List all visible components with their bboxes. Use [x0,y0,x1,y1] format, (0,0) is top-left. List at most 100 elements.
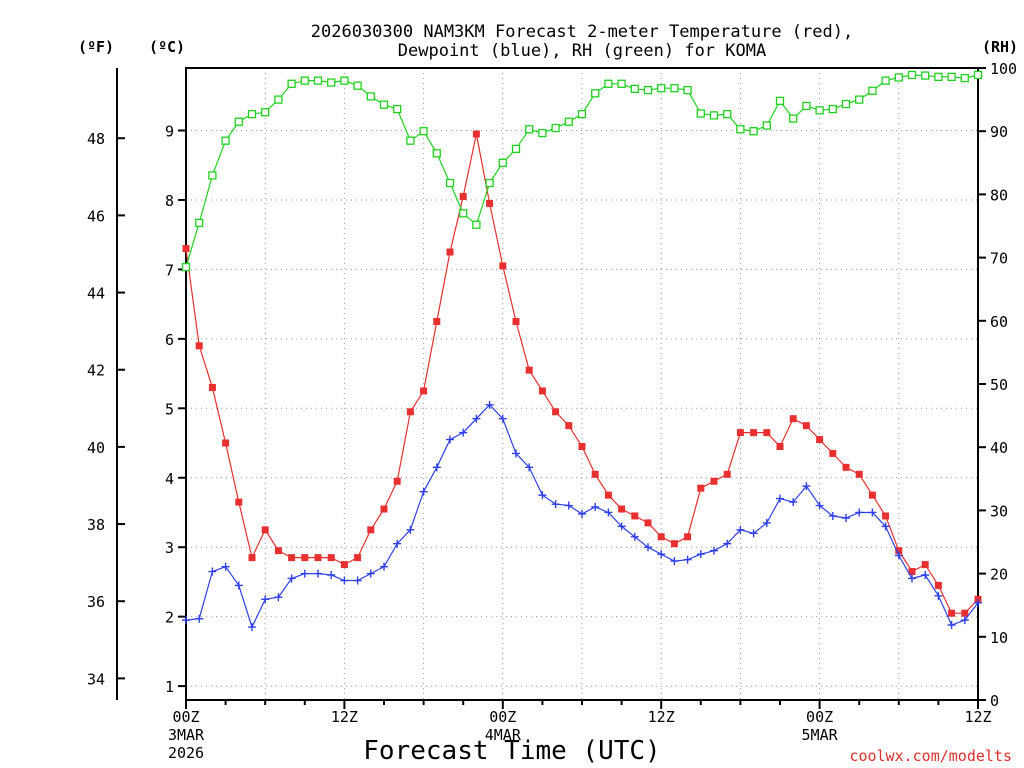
rh-point [353,81,362,90]
temperature-point [459,192,467,200]
rh-point [683,85,692,95]
dewpoint-point [710,546,718,555]
dewpoint-point [366,569,375,578]
rh-point [591,89,600,98]
temperature-point [631,512,639,520]
temperature-point [195,342,203,350]
rh-point [234,117,243,126]
temperature-point [591,470,599,478]
dewpoint-point [248,623,256,632]
rh-tick-label: 30 [990,502,1008,520]
dewpoint-point [498,414,507,423]
temperature-point [235,498,243,506]
rh-point [775,96,785,106]
dewpoint-point [736,525,745,534]
dewpoint-point [406,525,415,534]
x-tick-date-label: 5MAR [802,726,839,744]
dewpoint-point [617,522,626,531]
celsius-tick-label: 2 [165,609,174,627]
temperature-point [644,519,652,527]
temperature-point [723,470,731,478]
dewpoint-point [723,539,732,548]
temperature-point [961,609,969,617]
rh-point [221,136,230,145]
dewpoint-point [630,532,639,541]
rh-point [327,78,336,87]
dewpoint-point [644,543,652,552]
rh-point [577,109,587,119]
rh-point [604,79,613,88]
rh-point [670,84,679,93]
temperature-point [354,554,362,562]
dewpoint-point [960,616,969,625]
fahrenheit-tick-label: 38 [87,516,105,534]
rh-point [643,85,653,95]
temperature-point [446,248,454,256]
fahrenheit-tick-label: 34 [87,670,105,688]
temperature-point [261,526,269,534]
temperature-point [327,554,335,562]
rh-point [393,104,402,114]
grid-lines [186,68,978,700]
temperature-point [274,547,282,555]
celsius-tick-label: 3 [165,539,174,557]
rh-point [300,76,309,85]
temperature-point [367,526,375,534]
rh-point [247,109,257,119]
rh-point [274,95,283,104]
rh-point [195,218,204,227]
temperature-point [736,429,744,437]
fahrenheit-tick-label: 48 [87,130,105,148]
dewpoint-point [815,501,824,510]
chart-title-line1: 2026030300 NAM3KM Forecast 2-meter Tempe… [311,22,853,42]
rh-tick-label: 10 [990,629,1008,647]
celsius-tick-label: 4 [165,470,174,488]
dewpoint-point [776,494,784,503]
rh-point [696,109,705,118]
dewpoint-point [446,435,454,444]
dewpoint-point [921,570,930,579]
rh-point [881,76,890,85]
rh-point [802,101,811,111]
rh-point [538,128,547,138]
rh-point [406,136,415,145]
rh-point [894,73,903,82]
rh-point [366,92,375,101]
temperature-point [934,581,942,589]
temperature-point [433,317,441,325]
temperature-point [182,245,190,253]
dewpoint-point [789,498,798,507]
x-axis-label: Forecast Time (UTC) [363,736,660,766]
temperature-point [684,533,692,541]
x-tick-label: 12Z [964,708,991,726]
dewpoint-point [696,550,705,559]
dewpoint-point [314,569,322,578]
dewpoint-point [828,511,837,520]
rh-point [564,117,573,126]
dewpoint-point [591,502,600,511]
rh-point [907,70,917,80]
temperature-point [314,554,322,562]
dewpoint-point [578,509,586,518]
x-tick-label: 00Z [489,708,516,726]
temperature-point [948,609,956,617]
temperature-point [855,470,863,478]
rh-point [485,178,494,188]
dewpoint-point [538,491,547,500]
x-tick-label: 12Z [648,708,675,726]
rh-point [973,70,983,80]
rh-point [313,76,323,85]
temperature-point [248,554,256,562]
rh-axis-unit: (RH) [982,38,1018,56]
celsius-tick-label: 1 [165,678,174,696]
temperature-point [525,366,533,374]
temperature-point [816,436,824,444]
rh-point [459,209,468,218]
temperature-point [921,561,929,569]
temperature-point [604,491,612,499]
dewpoint-point [855,508,864,517]
dewpoint-point [261,595,270,604]
temperature-point [776,443,784,451]
rh-point [419,127,428,136]
